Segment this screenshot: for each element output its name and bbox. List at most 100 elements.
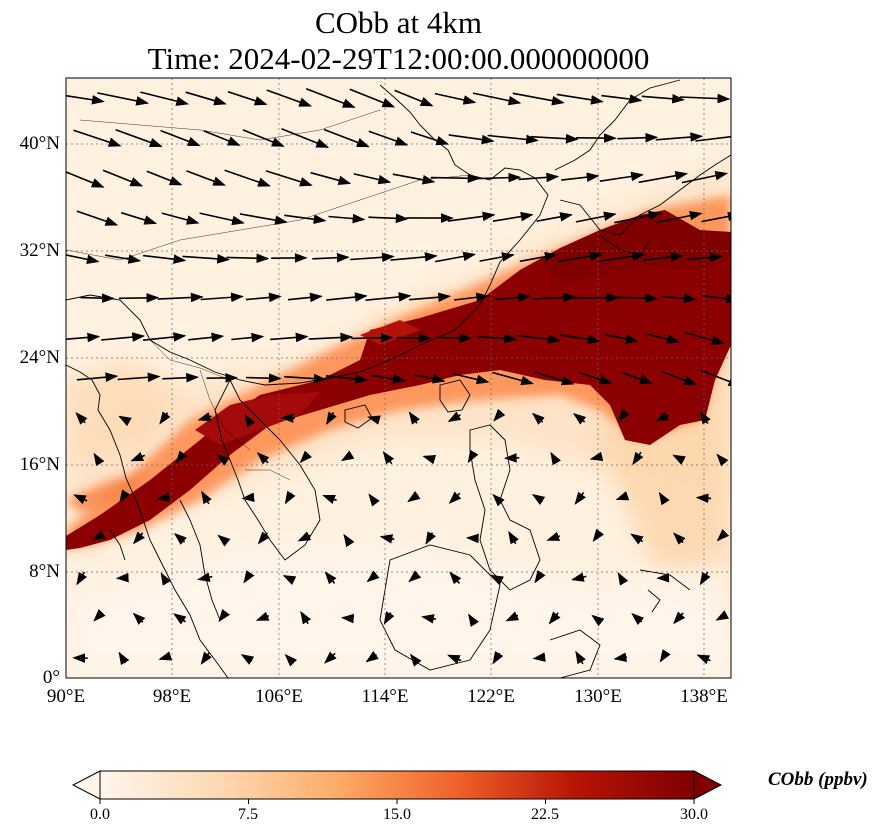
wind-arrow bbox=[557, 251, 603, 263]
wind-arrow bbox=[658, 491, 670, 506]
wind-arrow bbox=[140, 91, 189, 106]
wind-arrow bbox=[573, 293, 620, 303]
wind-arrow bbox=[265, 170, 313, 187]
wind-arrow bbox=[614, 210, 662, 224]
wind-arrow bbox=[101, 332, 146, 342]
wind-arrow bbox=[282, 575, 297, 586]
wind-arrow bbox=[646, 333, 680, 344]
wind-arrow bbox=[118, 651, 130, 666]
x-tick-label: 122°E bbox=[467, 686, 515, 707]
wind-arrow bbox=[242, 129, 285, 147]
wind-arrow bbox=[396, 333, 432, 343]
wind-arrow bbox=[392, 173, 436, 185]
wind-arrow bbox=[421, 614, 437, 624]
wind-arrow bbox=[661, 370, 698, 386]
colorbar-extend-high bbox=[693, 770, 723, 800]
wind-arrow bbox=[305, 88, 356, 108]
wind-arrow bbox=[447, 211, 496, 222]
wind-arrow bbox=[366, 570, 380, 583]
y-tick-label: 0° bbox=[42, 667, 60, 688]
wind-arrow bbox=[185, 91, 227, 106]
wind-arrow bbox=[447, 411, 462, 422]
wind-arrow bbox=[630, 533, 644, 545]
wind-arrow bbox=[673, 611, 686, 625]
wind-arrow bbox=[468, 613, 479, 627]
x-tick-label: 114°E bbox=[361, 686, 409, 707]
wind-arrow bbox=[638, 170, 689, 184]
wind-arrow bbox=[241, 492, 255, 503]
wind-arrow bbox=[160, 572, 172, 586]
wind-arrow bbox=[492, 493, 505, 507]
chart-subtitle-time: Time: 2024-02-29T12:00:00.000000000 bbox=[147, 41, 650, 76]
wind-arrow bbox=[341, 613, 355, 624]
cobb-plume-core bbox=[66, 210, 731, 550]
wind-arrow bbox=[365, 292, 412, 302]
wind-arrow bbox=[575, 650, 586, 665]
wind-arrow bbox=[132, 531, 145, 545]
wind-arrow bbox=[559, 334, 601, 345]
wind-arrow bbox=[516, 334, 562, 344]
wind-arrow bbox=[343, 533, 355, 548]
wind-arrow bbox=[601, 94, 643, 104]
wind-arrow bbox=[120, 211, 158, 225]
wind-arrow bbox=[655, 132, 704, 142]
wind-arrow bbox=[575, 211, 617, 223]
wind-arrow bbox=[617, 132, 659, 143]
wind-arrow bbox=[534, 371, 575, 386]
wind-arrow bbox=[299, 450, 312, 464]
wind-arrow bbox=[365, 651, 379, 663]
wind-arrow bbox=[353, 173, 392, 185]
wind-arrow bbox=[508, 530, 519, 545]
wind-arrow bbox=[519, 251, 558, 263]
wind-arrow bbox=[414, 374, 446, 384]
wind-arrow bbox=[146, 170, 183, 186]
wind-arrow bbox=[408, 411, 420, 425]
wind-arrow bbox=[287, 292, 323, 303]
colorbar-tick-label: 30.0 bbox=[680, 806, 708, 823]
wind-arrow bbox=[66, 94, 105, 105]
wind-arrow bbox=[186, 170, 226, 186]
wind-arrow bbox=[162, 372, 199, 383]
wind-arrow bbox=[312, 252, 350, 263]
wind-arrow bbox=[454, 292, 490, 303]
wind-arrow bbox=[76, 210, 119, 226]
wind-arrow bbox=[73, 494, 88, 505]
y-tick-label: 16°N bbox=[19, 454, 60, 475]
wind-arrow bbox=[324, 571, 337, 585]
wind-arrow bbox=[197, 412, 212, 422]
wind-arrow bbox=[493, 408, 506, 422]
wind-arrow bbox=[161, 212, 200, 225]
wind-arrow bbox=[604, 333, 639, 344]
wind-arrow bbox=[656, 210, 703, 224]
wind-arrow bbox=[434, 251, 477, 263]
wind-arrow bbox=[284, 653, 298, 667]
wind-arrow bbox=[92, 530, 106, 541]
wind-arrow bbox=[679, 93, 731, 104]
wind-arrow bbox=[326, 292, 368, 302]
wind-arrow bbox=[715, 610, 730, 621]
wind-arrow bbox=[367, 415, 381, 425]
wind-arrow bbox=[160, 129, 201, 147]
wind-arrow bbox=[448, 491, 462, 504]
wind-arrow bbox=[548, 611, 561, 625]
wind-arrow bbox=[66, 332, 101, 343]
cobb-tropics-field bbox=[66, 540, 731, 678]
x-tick-label: 106°E bbox=[255, 686, 303, 707]
x-tick-label: 130°E bbox=[574, 686, 622, 707]
wind-arrow bbox=[368, 130, 409, 146]
wind-arrow bbox=[370, 374, 406, 384]
wind-arrow bbox=[518, 172, 560, 183]
wind-arrow bbox=[322, 494, 337, 505]
wind-arrow bbox=[448, 134, 495, 145]
wind-arrow bbox=[257, 531, 270, 545]
wind-arrow bbox=[467, 449, 479, 464]
wind-arrow bbox=[156, 492, 170, 502]
colorbar-tick-label: 7.5 bbox=[238, 806, 258, 823]
colorbar-label: CObb (ppbv) bbox=[768, 769, 868, 790]
wind-arrow bbox=[622, 372, 653, 384]
wind-arrow bbox=[699, 571, 711, 586]
wind-arrow bbox=[188, 332, 225, 343]
wind-arrow bbox=[390, 252, 438, 262]
wind-arrow bbox=[613, 652, 628, 662]
wind-arrow bbox=[66, 171, 105, 188]
